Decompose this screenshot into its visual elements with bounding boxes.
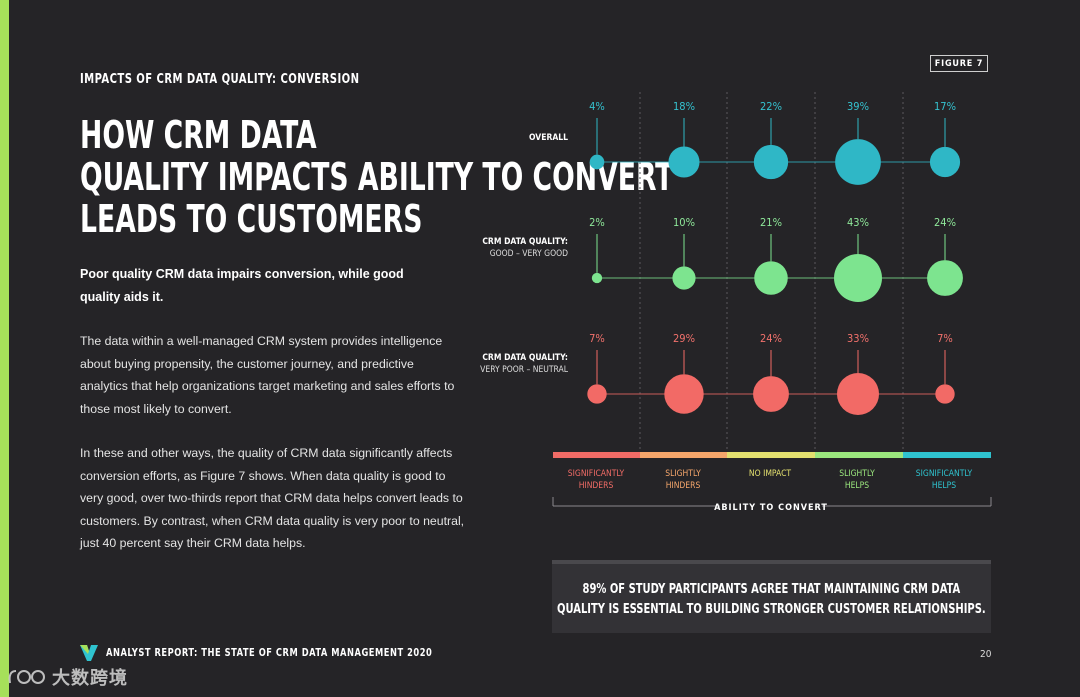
data-label: 10% — [673, 216, 695, 229]
category-label: SIGNIFICANTLY — [568, 469, 625, 479]
data-bubble — [587, 384, 607, 404]
page-title: HOW CRM DATA QUALITY IMPACTS ABILITY TO C… — [80, 113, 673, 241]
data-label: 29% — [673, 332, 695, 345]
data-bubble — [835, 139, 881, 185]
callout-box: 89% OF STUDY PARTICIPANTS AGREE THAT MAI… — [552, 560, 991, 633]
callout-line: 89% OF STUDY PARTICIPANTS AGREE THAT MAI… — [582, 580, 961, 597]
data-label: 33% — [847, 332, 869, 345]
data-label: 2% — [589, 216, 605, 229]
category-label: NO IMPACT — [749, 469, 792, 479]
category-label: HELPS — [932, 481, 956, 491]
category-label: SLIGHTLY — [839, 469, 875, 479]
data-label: 22% — [760, 100, 782, 113]
page-title-line: LEADS TO CUSTOMERS — [80, 197, 423, 241]
row-label: CRM DATA QUALITY: — [482, 237, 568, 247]
figure-tag: FIGURE 7 — [930, 55, 988, 72]
data-bubble — [591, 272, 603, 284]
v-logo-icon — [80, 645, 98, 661]
body-paragraph-2: In these and other ways, the quality of … — [80, 446, 465, 550]
data-bubble — [664, 374, 704, 414]
row-label: CRM DATA QUALITY: — [482, 353, 568, 363]
accent-edge-bar — [0, 0, 9, 697]
category-color-segment — [727, 452, 815, 458]
category-label: HELPS — [845, 481, 869, 491]
data-label: 7% — [937, 332, 953, 345]
data-bubble — [754, 261, 788, 295]
footer-report-title: ANALYST REPORT: THE STATE OF CRM DATA MA… — [106, 647, 433, 659]
watermark-text: 大数跨境 — [52, 668, 128, 688]
data-bubble — [753, 144, 789, 180]
data-label: 17% — [934, 100, 956, 113]
data-bubble — [927, 260, 963, 296]
data-bubble — [834, 254, 882, 302]
callout-text: 89% OF STUDY PARTICIPANTS AGREE THAT MAI… — [557, 579, 986, 619]
category-color-segment — [553, 452, 640, 458]
category-color-segment — [640, 452, 727, 458]
category-label: HINDERS — [579, 481, 614, 491]
category-label: SLIGHTLY — [665, 469, 701, 479]
row-sublabel: GOOD – VERY GOOD — [490, 249, 568, 259]
page-title-line: HOW CRM DATA — [80, 113, 317, 157]
page-number: 20 — [980, 649, 992, 660]
body-paragraph-1: The data within a well-managed CRM syste… — [80, 334, 455, 416]
data-bubble — [589, 154, 605, 170]
data-label: 24% — [760, 332, 782, 345]
x-axis-label: ABILITY TO CONVERT — [714, 503, 828, 513]
category-color-segment — [903, 452, 991, 458]
data-bubble — [672, 266, 696, 290]
data-label: 18% — [673, 100, 695, 113]
watermark: 大数跨境 — [6, 664, 128, 690]
category-color-segment — [815, 452, 903, 458]
data-label: 24% — [934, 216, 956, 229]
data-label: 4% — [589, 100, 605, 113]
row-sublabel: VERY POOR – NEUTRAL — [480, 365, 569, 375]
section-eyebrow: IMPACTS OF CRM DATA QUALITY: CONVERSION — [80, 72, 360, 87]
callout-line: QUALITY IS ESSENTIAL TO BUILDING STRONGE… — [557, 600, 986, 617]
data-bubble — [929, 146, 961, 178]
data-label: 21% — [760, 216, 782, 229]
category-label: SIGNIFICANTLY — [916, 469, 973, 479]
watermark-logo-icon — [8, 670, 45, 684]
footer: ANALYST REPORT: THE STATE OF CRM DATA MA… — [80, 645, 477, 661]
data-bubble — [836, 372, 880, 416]
data-bubble — [753, 376, 789, 412]
data-label: 39% — [847, 100, 869, 113]
data-bubble — [935, 384, 955, 404]
data-bubble — [668, 146, 700, 178]
lead-paragraph: Poor quality CRM data impairs conversion… — [80, 267, 404, 304]
row-label: OVERALL — [529, 133, 568, 143]
data-label: 43% — [847, 216, 869, 229]
data-label: 7% — [589, 332, 605, 345]
category-label: HINDERS — [666, 481, 701, 491]
